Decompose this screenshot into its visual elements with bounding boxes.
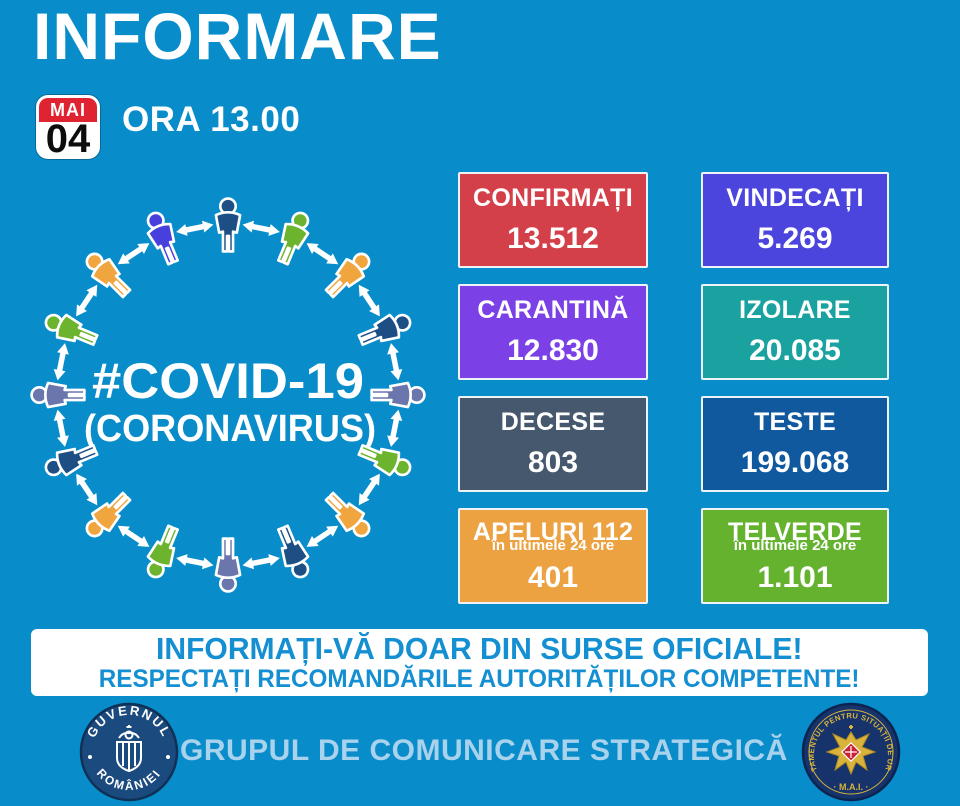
stat-label: IZOLARE — [739, 296, 851, 325]
stat-value: 12.830 — [507, 333, 599, 367]
page-title: INFORMARE — [33, 0, 442, 73]
double-arrow-icon — [242, 554, 280, 570]
double-arrow-icon — [76, 473, 98, 506]
stat-label: TESTE — [753, 408, 837, 437]
double-arrow-icon — [117, 525, 150, 547]
official-sources-banner: INFORMAȚI-VĂ DOAR DIN SURSE OFICIALE! RE… — [31, 629, 928, 696]
person-icon — [146, 524, 179, 579]
stat-box-telverde: TELVERDE în ultimele 24 ore 1.101 — [701, 508, 889, 604]
person-icon — [44, 444, 99, 477]
person-icon — [85, 252, 132, 299]
double-arrow-icon — [53, 409, 69, 447]
coronavirus-subtitle-text: (CORONAVIRUS) — [84, 408, 376, 450]
double-arrow-icon — [306, 525, 339, 547]
stat-label: CARANTINĂ — [477, 296, 629, 325]
stat-label: DECESE — [500, 408, 606, 437]
person-icon — [324, 491, 371, 538]
calendar-date-icon: MAI 04 — [36, 95, 100, 159]
stat-label: TELVERDE — [728, 517, 862, 546]
double-arrow-icon — [242, 220, 280, 236]
double-arrow-icon — [306, 243, 339, 265]
double-arrow-icon — [358, 284, 380, 317]
seal-dot-left — [88, 755, 92, 759]
stat-value: 13.512 — [507, 221, 599, 255]
person-icon — [44, 313, 99, 346]
stat-value: 199.068 — [740, 445, 850, 479]
banner-line-1: INFORMAȚI-VĂ DOAR DIN SURSE OFICIALE! — [156, 630, 803, 666]
seal-inner-ring — [808, 709, 894, 795]
person-icon — [357, 444, 412, 477]
time-label: ORA 13.00 — [122, 100, 301, 139]
seal-mai-text: · M.A.I. · — [834, 782, 869, 792]
double-arrow-icon — [176, 220, 214, 236]
person-icon — [277, 211, 310, 266]
double-arrow-icon — [387, 409, 403, 447]
guvernul-romaniei-seal: GUVERNUL ROMÂNIEI — [79, 702, 179, 802]
strategic-communication-group-label: GRUPUL DE COMUNICARE STRATEGICĂ — [180, 734, 788, 767]
stat-box-decese: DECESE 803 — [458, 396, 648, 492]
calendar-day: 04 — [39, 119, 97, 156]
stats-grid: CONFIRMAȚI 13.512 VINDECAȚI 5.269 CARANT… — [458, 172, 889, 604]
dsu-seal-graphic: DEPARTAMENTUL PENTRU SITUAȚII DE URGENȚĂ… — [798, 695, 901, 802]
double-arrow-icon — [117, 243, 150, 265]
covid-hashtag-text: #COVID-19 — [92, 353, 364, 409]
stat-sublabel: în ultimele 24 ore — [491, 537, 615, 554]
eagle-emblem-icon — [116, 725, 142, 773]
person-icon — [370, 381, 426, 409]
seal-dot-right — [166, 755, 170, 759]
banner-line-2: RESPECTAȚI RECOMANDĂRILE AUTORITĂȚILOR C… — [99, 665, 860, 694]
stat-box-vindecati: VINDECAȚI 5.269 — [701, 172, 889, 268]
stat-box-teste: TESTE 199.068 — [701, 396, 889, 492]
gold-eagle-emblem-icon — [825, 725, 877, 776]
double-arrow-icon — [53, 343, 69, 381]
stat-value: 401 — [527, 560, 579, 594]
stat-label: APELURI 112 — [472, 517, 634, 546]
stat-value: 5.269 — [757, 221, 833, 255]
person-icon — [214, 197, 242, 253]
double-arrow-icon — [76, 284, 98, 317]
stat-value: 20.085 — [749, 333, 841, 367]
stat-label: CONFIRMAȚI — [473, 184, 633, 213]
person-icon — [85, 491, 132, 538]
stat-value: 803 — [527, 445, 579, 479]
calendar-month: MAI — [39, 98, 97, 122]
stat-box-apeluri-112: APELURI 112 în ultimele 24 ore 401 — [458, 508, 648, 604]
double-arrow-icon — [176, 554, 214, 570]
double-arrow-icon — [358, 473, 380, 506]
stat-label: VINDECAȚI — [726, 184, 864, 213]
stat-box-carantina: CARANTINĂ 12.830 — [458, 284, 648, 380]
person-icon — [277, 524, 310, 579]
stat-box-confirmati: CONFIRMAȚI 13.512 — [458, 172, 648, 268]
double-arrow-icon — [387, 343, 403, 381]
stat-box-izolare: IZOLARE 20.085 — [701, 284, 889, 380]
person-icon — [214, 537, 242, 593]
person-icon — [146, 211, 179, 266]
stat-value: 1.101 — [757, 560, 833, 594]
dsu-seal: DEPARTAMENTUL PENTRU SITUAȚII DE URGENȚĂ… — [798, 695, 901, 802]
person-icon — [30, 381, 86, 409]
person-icon — [324, 252, 371, 299]
stat-sublabel: în ultimele 24 ore — [733, 537, 857, 554]
guvernul-romaniei-seal-graphic: GUVERNUL ROMÂNIEI — [79, 703, 179, 802]
person-icon — [357, 313, 412, 346]
covid-people-circle-figure: #COVID-19 (CORONAVIRUS) — [30, 197, 426, 593]
